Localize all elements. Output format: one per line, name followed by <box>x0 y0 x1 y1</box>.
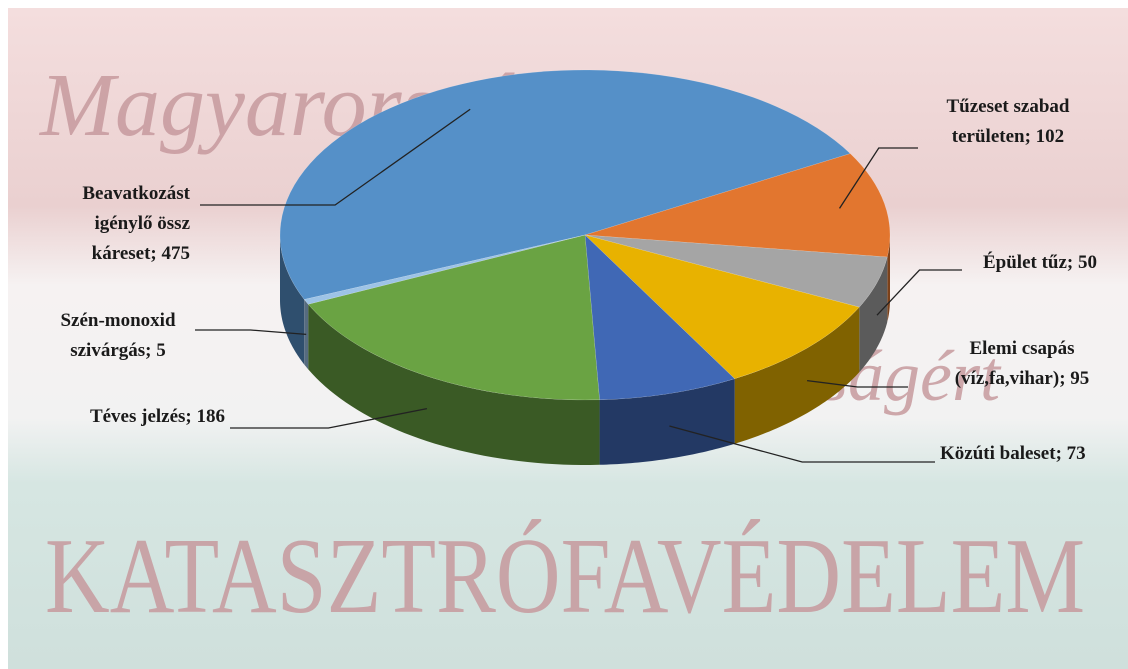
slice <box>303 234 586 305</box>
data-label: Téves jelzés; 186 <box>90 406 225 427</box>
slice <box>584 234 736 401</box>
data-label: Közúti baleset; 73 <box>940 443 1086 464</box>
data-label-line: (víz,fa,vihar); 95 <box>955 368 1090 389</box>
data-label-line: igénylő össz <box>94 213 190 234</box>
slice-side <box>887 235 890 322</box>
slice <box>584 234 888 308</box>
watermark: KATASZTRÓFAVÉDELEM <box>45 517 1085 636</box>
slice <box>279 69 851 300</box>
slice-side <box>308 304 600 465</box>
data-label: Tűzeset szabad területen; 102 <box>947 96 1070 147</box>
data-label-line: Közúti baleset; 73 <box>940 443 1086 464</box>
leader-line <box>876 269 962 316</box>
data-label-line: Elemi csapás <box>969 338 1074 359</box>
leader-line <box>200 108 471 206</box>
leader-line <box>195 329 307 336</box>
data-label-line: Szén-monoxid <box>60 310 176 331</box>
slice <box>584 153 891 258</box>
leader-line <box>807 379 908 388</box>
leader-line <box>838 147 918 209</box>
slice <box>584 234 860 380</box>
slice-side <box>304 299 309 370</box>
data-label-line: Épület tűz; 50 <box>983 251 1097 273</box>
data-label-line: káreset; 475 <box>92 243 190 264</box>
data-label-line: Tűzeset szabad <box>947 96 1070 117</box>
leader-line <box>669 425 935 463</box>
data-label-line: szivárgás; 5 <box>70 340 166 361</box>
data-label: Beavatkozást igénylő össz káreset; 475 <box>82 183 190 264</box>
slice-side <box>280 235 305 365</box>
data-label: Épület tűz; 50 <box>983 251 1097 273</box>
data-label: Szén-monoxid szivárgás; 5 <box>60 310 176 361</box>
data-label-line: Beavatkozást <box>82 183 190 204</box>
slice <box>307 234 600 401</box>
slice-side <box>859 257 888 373</box>
data-label-line: területen; 102 <box>952 126 1064 147</box>
slice-side <box>734 307 860 444</box>
leader-line <box>230 407 428 429</box>
slice-side <box>599 378 735 465</box>
data-label-line: Téves jelzés; 186 <box>90 406 225 427</box>
data-label: Elemi csapás (víz,fa,vihar); 95 <box>955 338 1090 389</box>
